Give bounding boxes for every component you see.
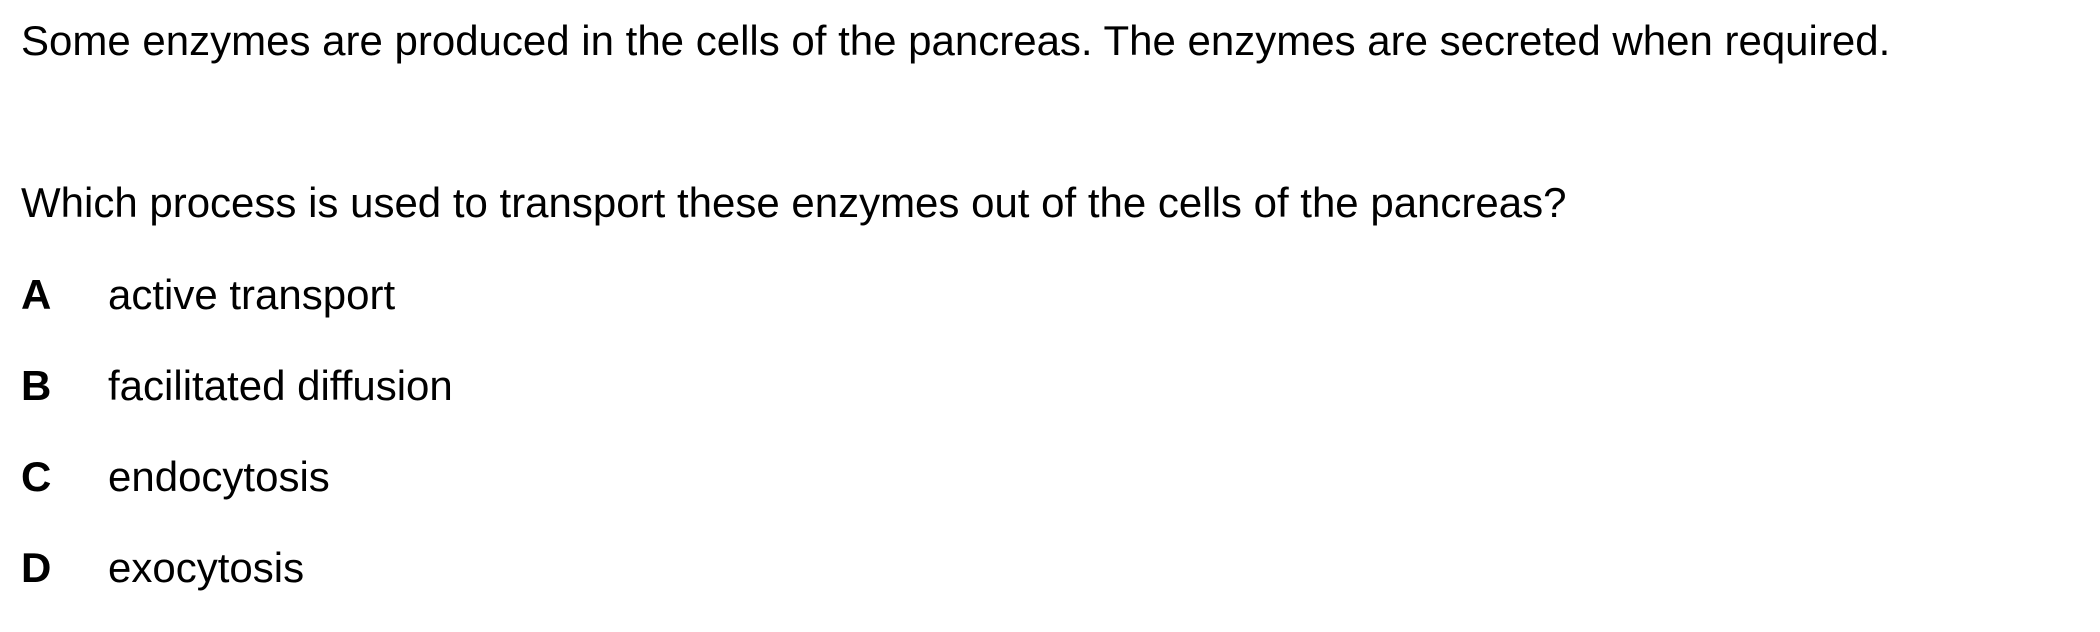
- option-letter: B: [21, 362, 52, 409]
- option-text: exocytosis: [108, 544, 305, 591]
- option-letter: A: [21, 271, 52, 318]
- question-stem: Some enzymes are produced in the cells o…: [21, 17, 1891, 64]
- question-block: Some enzymes are produced in the cells o…: [21, 14, 2011, 591]
- option-letter: D: [21, 544, 52, 591]
- question-prompt: Which process is used to transport these…: [21, 179, 1567, 226]
- option-letter: C: [21, 453, 52, 500]
- option-text: endocytosis: [108, 453, 330, 500]
- option-text: active transport: [108, 271, 396, 318]
- option-text: facilitated diffusion: [108, 362, 453, 409]
